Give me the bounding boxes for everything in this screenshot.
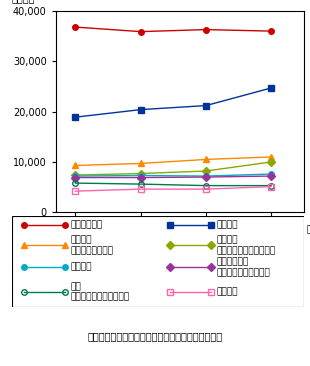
Text: （億円）: （億円） (11, 0, 35, 3)
Text: 精密機械: 精密機械 (216, 287, 238, 296)
Text: 化学製品: 化学製品 (71, 263, 92, 272)
Text: 電気機器
（除情報通信機器製造）: 電気機器 （除情報通信機器製造） (216, 235, 276, 255)
Text: （出典）「情報通信による経済成長に関する調査」: （出典）「情報通信による経済成長に関する調査」 (87, 331, 223, 341)
Text: （年）: （年） (306, 223, 310, 234)
Text: 一般機械
（除事務用機械）: 一般機械 （除事務用機械） (71, 235, 114, 255)
Text: 医療・保健、
その他の公共サービス: 医療・保健、 その他の公共サービス (216, 257, 270, 277)
Text: 建設
（除電気通信施設建設）: 建設 （除電気通信施設建設） (71, 282, 130, 302)
Text: 輸送機械: 輸送機械 (216, 221, 238, 229)
Text: 情報通信産業: 情報通信産業 (71, 221, 103, 229)
